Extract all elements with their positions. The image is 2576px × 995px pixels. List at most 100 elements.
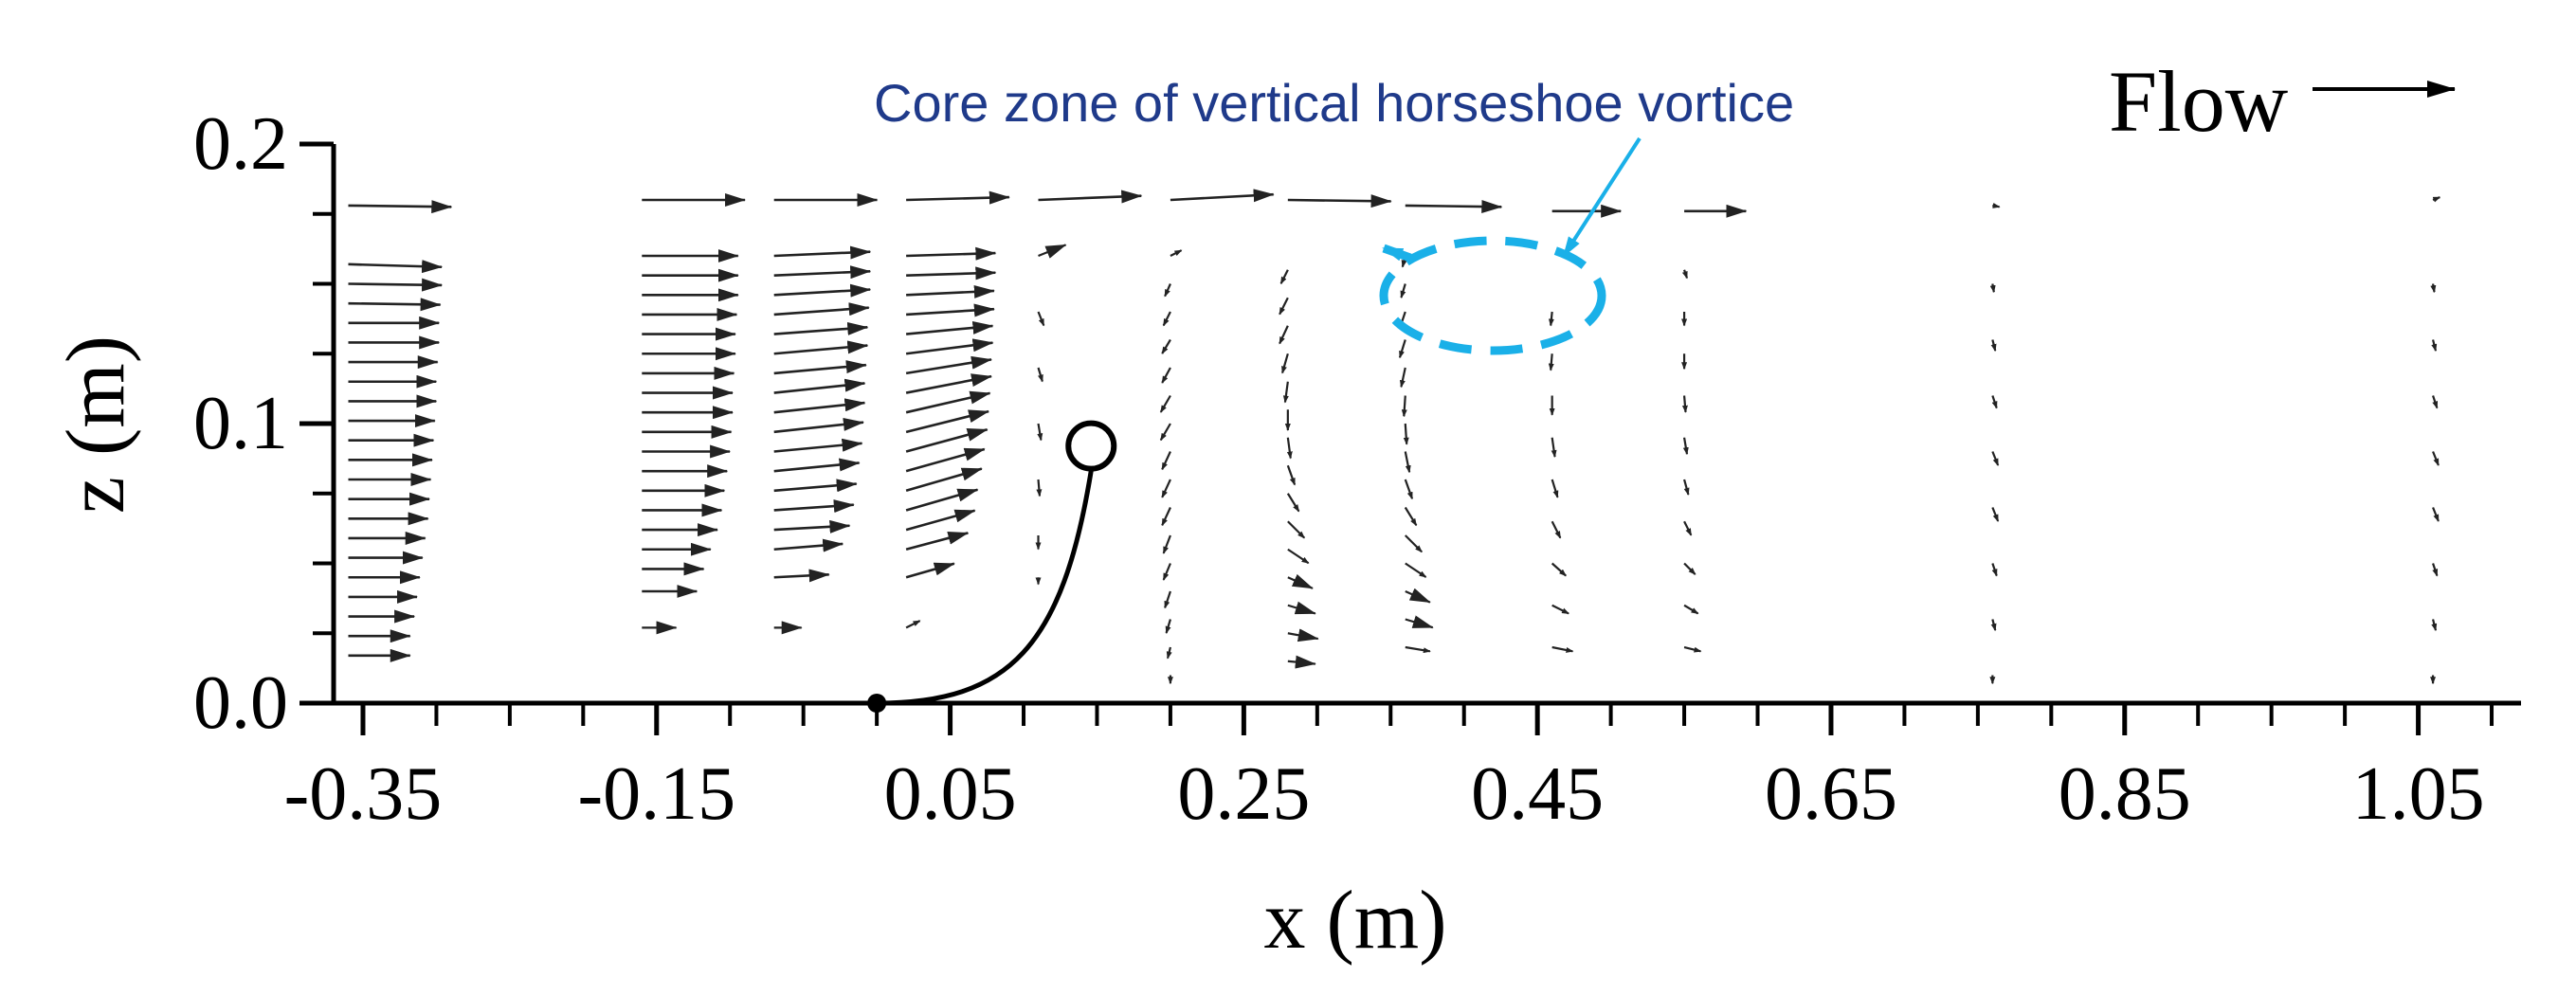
plant-tip-circle: [1065, 420, 1117, 472]
velocity-vector: [1282, 381, 1289, 404]
velocity-vector: [773, 499, 855, 514]
velocity-vector: [773, 398, 866, 414]
velocity-vector: [1683, 520, 1693, 536]
velocity-vector: [1991, 563, 1998, 577]
x-axis-title: x (m): [1263, 875, 1446, 967]
velocity-vector: [905, 428, 989, 453]
velocity-vector: [1991, 507, 2000, 522]
velocity-vector: [1287, 655, 1316, 669]
velocity-vector: [773, 458, 861, 473]
velocity-vector: [1287, 628, 1319, 642]
x-tick-label: 0.25: [1177, 752, 1310, 836]
velocity-vector: [1286, 493, 1300, 513]
velocity-vector: [1400, 283, 1406, 298]
velocity-vector: [1683, 562, 1696, 575]
velocity-vector: [2432, 563, 2439, 577]
velocity-vector: [1036, 479, 1043, 498]
velocity-vector: [905, 562, 955, 579]
velocity-vector: [1404, 479, 1414, 500]
velocity-vector: [1287, 520, 1306, 539]
velocity-vector: [1286, 437, 1293, 460]
velocity-vector: [1280, 353, 1289, 374]
velocity-vector: [773, 417, 864, 434]
velocity-vector: [1551, 479, 1559, 498]
velocity-vector: [1159, 423, 1171, 442]
velocity-vector: [1286, 464, 1297, 486]
y-tick-label: 0.2: [193, 102, 288, 186]
velocity-vector: [1992, 203, 2001, 208]
x-tick-label: 0.05: [884, 752, 1017, 836]
velocity-vector: [773, 438, 863, 453]
velocity-vector: [1164, 590, 1171, 609]
velocity-vector: [1279, 297, 1289, 316]
velocity-vector: [905, 447, 986, 473]
velocity-vector: [1170, 189, 1275, 203]
velocity-vector: [1405, 588, 1431, 604]
velocity-vector: [1287, 548, 1310, 565]
velocity-vector: [1279, 325, 1289, 345]
velocity-vector: [773, 538, 844, 552]
velocity-vector: [1164, 283, 1171, 298]
velocity-vector: [905, 320, 994, 335]
velocity-vector: [2432, 507, 2440, 522]
plant-stem-curve: [877, 470, 1094, 706]
velocity-vector: [905, 409, 990, 434]
velocity-vector: [773, 245, 872, 260]
velocity-vector: [905, 373, 992, 394]
velocity-vector: [1551, 604, 1569, 615]
x-tick-label: 0.65: [1765, 752, 1897, 836]
velocity-vector: [773, 265, 872, 280]
velocity-vector: [1287, 194, 1392, 208]
velocity-vector: [1405, 615, 1434, 629]
velocity-vector: [1398, 339, 1406, 359]
velocity-vector: [1404, 534, 1423, 553]
velocity-vector: [773, 321, 869, 335]
velocity-vector: [1405, 562, 1427, 578]
velocity-vector: [1279, 269, 1289, 285]
velocity-vector: [2432, 451, 2440, 466]
annotation-pointer: [1562, 136, 1642, 258]
velocity-vector: [1166, 646, 1172, 660]
velocity-vector: [773, 360, 867, 375]
velocity-vector: [1037, 311, 1045, 327]
velocity-vector: [773, 340, 869, 355]
velocity-vector: [1161, 507, 1171, 527]
velocity-vector: [1551, 437, 1557, 459]
velocity-vector: [1399, 367, 1406, 389]
velocity-vector: [1991, 451, 2000, 466]
velocity-vector: [1165, 619, 1171, 634]
velocity-vector: [2430, 283, 2437, 294]
velocity-vector: [1991, 395, 1998, 409]
velocity-vector: [906, 190, 1010, 205]
velocity-vector: [348, 200, 453, 214]
velocity-vector: [905, 390, 991, 414]
x-tick-label: 1.05: [2352, 752, 2485, 836]
velocity-vector: [906, 266, 997, 280]
vortex-rotation-arrow: [1382, 244, 1412, 262]
velocity-vector: [906, 303, 995, 317]
velocity-vector: [773, 302, 870, 317]
velocity-vector: [1161, 451, 1171, 471]
velocity-vector: [905, 338, 994, 355]
velocity-vector: [1162, 311, 1171, 327]
velocity-vector: [1037, 423, 1043, 442]
velocity-vector: [1551, 562, 1567, 577]
velocity-vector: [1159, 394, 1171, 413]
velocity-vector: [905, 620, 921, 629]
velocity-vector: [2431, 619, 2438, 632]
velocity-vector: [1038, 244, 1067, 259]
velocity-vector: [1404, 451, 1411, 474]
velocity-vector: [1405, 200, 1503, 214]
velocity-vector: [1161, 367, 1171, 384]
velocity-vector: [1682, 437, 1689, 456]
velocity-vector: [1683, 479, 1690, 496]
velocity-vector: [1162, 534, 1171, 554]
velocity-vector: [905, 355, 992, 375]
annotation-text: Core zone of vertical horseshoe vortice: [874, 73, 1794, 133]
velocity-vector: [905, 509, 976, 532]
x-tick-label: 0.45: [1471, 752, 1604, 836]
velocity-vector: [1170, 249, 1183, 257]
velocity-vector: [1037, 367, 1043, 383]
velocity-vector: [1287, 601, 1316, 615]
